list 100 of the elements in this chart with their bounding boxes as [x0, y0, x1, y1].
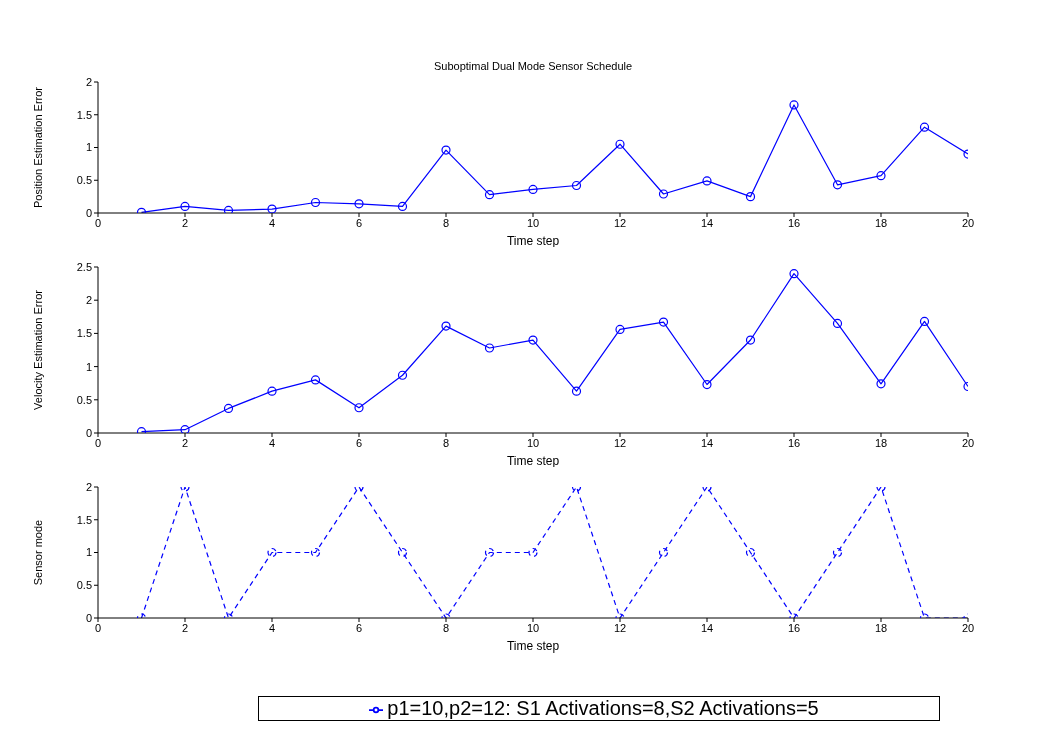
x-tick-label: 10: [526, 216, 540, 229]
x-tick-label: 0: [94, 216, 102, 229]
y-axis-title: Velocity Estimation Error: [31, 289, 44, 410]
point: [745, 192, 756, 202]
point: [484, 190, 495, 200]
point: [397, 201, 408, 212]
y-tick-label: 1: [85, 141, 92, 154]
point: [310, 547, 321, 558]
x-tick-label: 14: [700, 621, 714, 634]
y-tick-label: 0: [85, 206, 92, 219]
x-tick-label: 6: [355, 216, 363, 229]
y-tick-label: 0.5: [76, 579, 92, 592]
x-axis-title: Time step: [506, 454, 560, 468]
point: [354, 403, 364, 413]
x-tick-label: 18: [874, 621, 888, 634]
chart-title: Suboptimal Dual Mode Sensor Schedule: [432, 60, 634, 72]
x-tick-label: 4: [268, 216, 276, 229]
y-tick-label: 0: [85, 426, 92, 439]
x-axis-title: Time step: [506, 639, 560, 653]
x-tick-label: 20: [961, 436, 975, 449]
x-tick-label: 16: [787, 436, 801, 449]
x-tick-label: 10: [526, 621, 540, 634]
x-tick-label: 14: [700, 436, 714, 449]
y-tick-label: 1: [85, 360, 92, 373]
x-tick-label: 20: [961, 621, 975, 634]
y-tick-label: 0.5: [76, 174, 92, 187]
point: [484, 547, 495, 558]
point: [528, 335, 538, 345]
point: [354, 199, 364, 209]
point: [876, 379, 886, 389]
y-axis-title: Position Estimation Error: [31, 86, 44, 209]
point: [832, 318, 843, 329]
y-tick-label: 2: [85, 294, 92, 307]
point: [397, 370, 408, 380]
point: [180, 201, 190, 212]
x-tick-label: 12: [613, 436, 627, 449]
x-tick-label: 2: [181, 216, 189, 229]
point: [919, 316, 930, 327]
point: [180, 425, 190, 433]
x-tick-label: 12: [613, 216, 627, 229]
y-tick-label: 1.5: [76, 327, 92, 340]
x-tick-label: 12: [613, 621, 627, 634]
x-tick-label: 8: [442, 621, 450, 634]
x-tick-label: 2: [181, 621, 189, 634]
x-tick-label: 10: [526, 436, 540, 449]
point: [615, 324, 625, 335]
y-tick-label: 2.5: [76, 260, 92, 273]
point: [658, 317, 669, 327]
point: [267, 386, 277, 396]
point: [267, 547, 277, 558]
x-tick-label: 16: [787, 621, 801, 634]
point: [223, 205, 234, 213]
legend-label: p1=10,p2=12: S1 Activations=8,S2 Activations=5: [387, 697, 819, 719]
point: [528, 547, 538, 558]
point: [484, 343, 495, 353]
point: [789, 269, 799, 279]
point: [223, 403, 234, 414]
point: [441, 321, 451, 331]
point: [658, 547, 669, 558]
x-tick-label: 20: [961, 216, 975, 229]
x-axis-title: Time step: [506, 234, 560, 248]
x-tick-label: 16: [787, 216, 801, 229]
x-tick-label: 6: [355, 436, 363, 449]
y-tick-label: 0.5: [76, 393, 92, 406]
x-tick-label: 18: [874, 436, 888, 449]
x-tick-label: 4: [268, 621, 276, 634]
point: [745, 547, 756, 558]
y-tick-label: 0: [85, 611, 92, 624]
x-tick-label: 18: [874, 216, 888, 229]
point: [702, 379, 712, 390]
x-tick-label: 0: [94, 621, 102, 634]
point: [832, 547, 843, 558]
x-tick-label: 8: [442, 216, 450, 229]
y-tick-label: 1: [85, 546, 92, 559]
x-tick-label: 6: [355, 621, 363, 634]
x-tick-label: 8: [442, 436, 450, 449]
y-tick-label: 2: [85, 75, 92, 88]
point: [571, 386, 582, 396]
point: [571, 180, 582, 191]
y-tick-label: 2: [85, 480, 92, 493]
point: [702, 176, 712, 186]
x-tick-label: 2: [181, 436, 189, 449]
y-axis-title: Sensor mode: [31, 519, 44, 586]
point: [919, 122, 930, 132]
point: [441, 145, 451, 155]
point: [310, 197, 321, 208]
point: [310, 375, 321, 385]
point: [789, 100, 799, 110]
point: [615, 139, 625, 149]
point: [658, 189, 669, 199]
y-tick-label: 1.5: [76, 108, 92, 121]
x-tick-label: 0: [94, 436, 102, 449]
x-tick-label: 14: [700, 216, 714, 229]
x-tick-label: 4: [268, 436, 276, 449]
point: [267, 204, 277, 213]
point: [528, 184, 538, 195]
point: [745, 335, 756, 345]
y-tick-label: 1.5: [76, 513, 92, 526]
point: [876, 171, 886, 181]
point: [832, 180, 843, 190]
